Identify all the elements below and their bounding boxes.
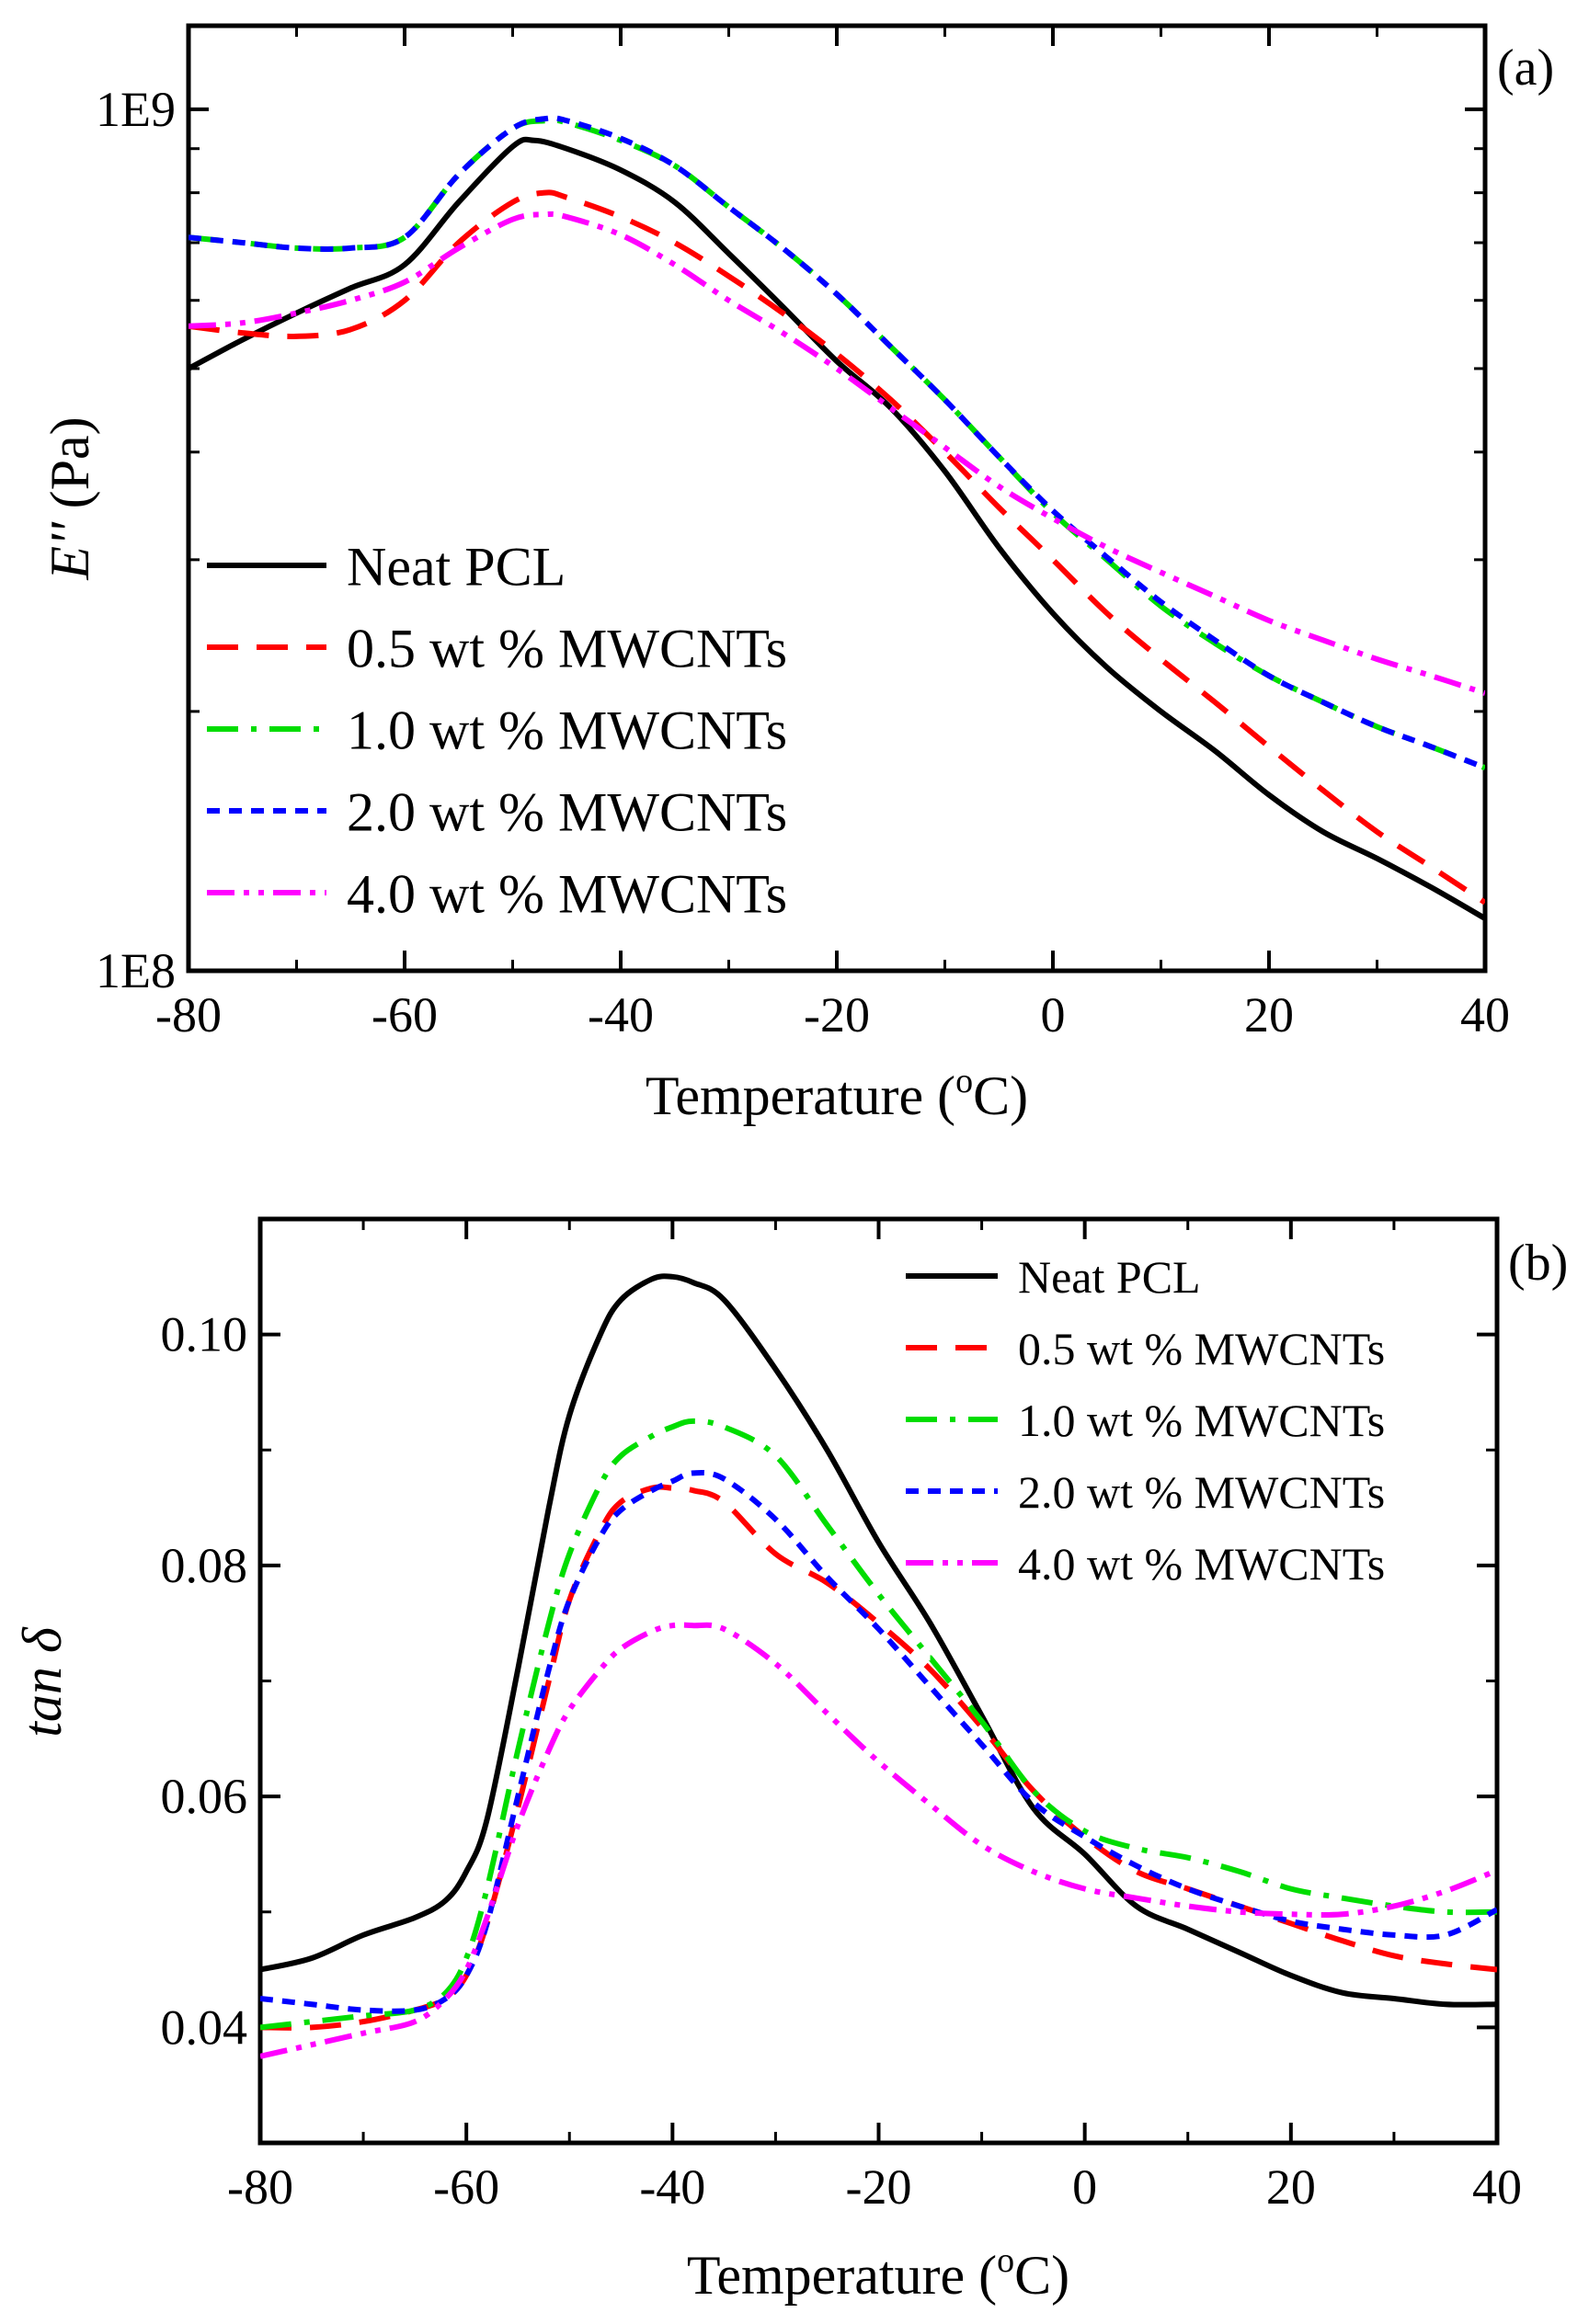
series-line-4 (260, 1622, 1497, 2059)
legend-label-2: 1.0 wt % MWCNTs (1018, 1395, 1385, 1446)
legend-label-0: Neat PCL (1018, 1251, 1201, 1303)
x-tick-label: 20 (1244, 987, 1294, 1042)
x-tick-label: 40 (1460, 987, 1510, 1042)
panel-a-xlabel-text: Temperature ( (646, 1065, 955, 1126)
x-tick-label: -80 (155, 987, 222, 1042)
panel-a-x-axis-title: Temperature (oC) (646, 1062, 1028, 1126)
y-tick-label: 0.04 (161, 1999, 248, 2055)
series-line-4 (189, 211, 1485, 696)
x-tick-label: -60 (433, 2159, 499, 2215)
legend-label-3: 2.0 wt % MWCNTs (347, 782, 787, 843)
y-tick-label: 0.08 (161, 1538, 248, 1593)
panel-b-label: (b) (1508, 1235, 1568, 1292)
series-line-3 (260, 1469, 1497, 2014)
x-tick-label: 0 (1072, 2159, 1097, 2215)
legend-label-3: 2.0 wt % MWCNTs (1018, 1466, 1385, 1518)
x-tick-label: 20 (1266, 2159, 1316, 2215)
panel-a-ylabel-symbol: E'' (40, 521, 100, 580)
panel-b-xlabel-unit: C) (1014, 2245, 1069, 2306)
legend-label-0: Neat PCL (347, 537, 566, 598)
x-tick-label: -80 (227, 2159, 293, 2215)
y-tick-label: 1E8 (96, 943, 176, 998)
panel-a-xlabel-unit: C) (973, 1065, 1028, 1126)
legend-label-4: 4.0 wt % MWCNTs (347, 864, 787, 925)
panel-b-series-lines (260, 1273, 1497, 2059)
legend-label-1: 0.5 wt % MWCNTs (1018, 1323, 1385, 1374)
x-tick-label: -60 (372, 987, 438, 1042)
y-tick-label: 0.06 (161, 1769, 248, 1824)
legend-label-2: 1.0 wt % MWCNTs (347, 701, 787, 761)
panel-b-xlabel-superscript: o (997, 2241, 1014, 2280)
panel-a-legend: Neat PCL 0.5 wt % MWCNTs 1.0 wt % MWCNTs 2.… (207, 537, 787, 925)
panel-b-xlabel-text: Temperature ( (687, 2245, 997, 2306)
x-tick-label: 0 (1041, 987, 1066, 1042)
y-tick-label: 0.10 (161, 1307, 248, 1362)
x-tick-label: 40 (1472, 2159, 1522, 2215)
panel-a-y-axis-title: E'' (Pa) (40, 416, 100, 580)
legend-label-1: 0.5 wt % MWCNTs (347, 619, 787, 679)
y-tick-label: 1E9 (96, 82, 176, 137)
panel-a-storage-modulus-chart: -80 -60 -40 -20 0 20 40 1E8 1E9 Neat PCL 0.5 wt %… (40, 23, 1554, 1126)
series-line-3 (189, 115, 1485, 771)
x-tick-label: -20 (846, 2159, 912, 2215)
panel-a-xlabel-superscript: o (955, 1062, 973, 1100)
panel-a-ylabel-unit: (Pa) (40, 416, 100, 522)
panel-a-label: (a) (1497, 40, 1554, 97)
panel-b-x-axis-title: Temperature (oC) (687, 2241, 1069, 2306)
panel-b-legend: Neat PCL 0.5 wt % MWCNTs 1.0 wt % MWCNTs 2.… (906, 1251, 1385, 1589)
legend-label-4: 4.0 wt % MWCNTs (1018, 1538, 1385, 1589)
panel-b-y-axis-title: tan δ (12, 1626, 73, 1737)
panel-a-series-lines (189, 115, 1485, 921)
series-line-0 (189, 136, 1485, 921)
x-tick-label: -20 (804, 987, 870, 1042)
panel-b-tan-delta-chart: -80 -60 -40 -20 0 20 40 0.04 0.06 0.08 0.10 Neat P… (12, 1216, 1568, 2306)
panel-a-ticks: -80 -60 -40 -20 0 20 40 1E8 1E9 (96, 26, 1510, 1042)
panel-b-ticks: -80 -60 -40 -20 0 20 40 0.04 0.06 0.08 0.10 (161, 1217, 1522, 2215)
series-line-2 (260, 1418, 1497, 2031)
x-tick-label: -40 (639, 2159, 705, 2215)
x-tick-label: -40 (588, 987, 654, 1042)
series-line-1 (189, 189, 1485, 906)
series-line-0 (260, 1273, 1497, 2008)
